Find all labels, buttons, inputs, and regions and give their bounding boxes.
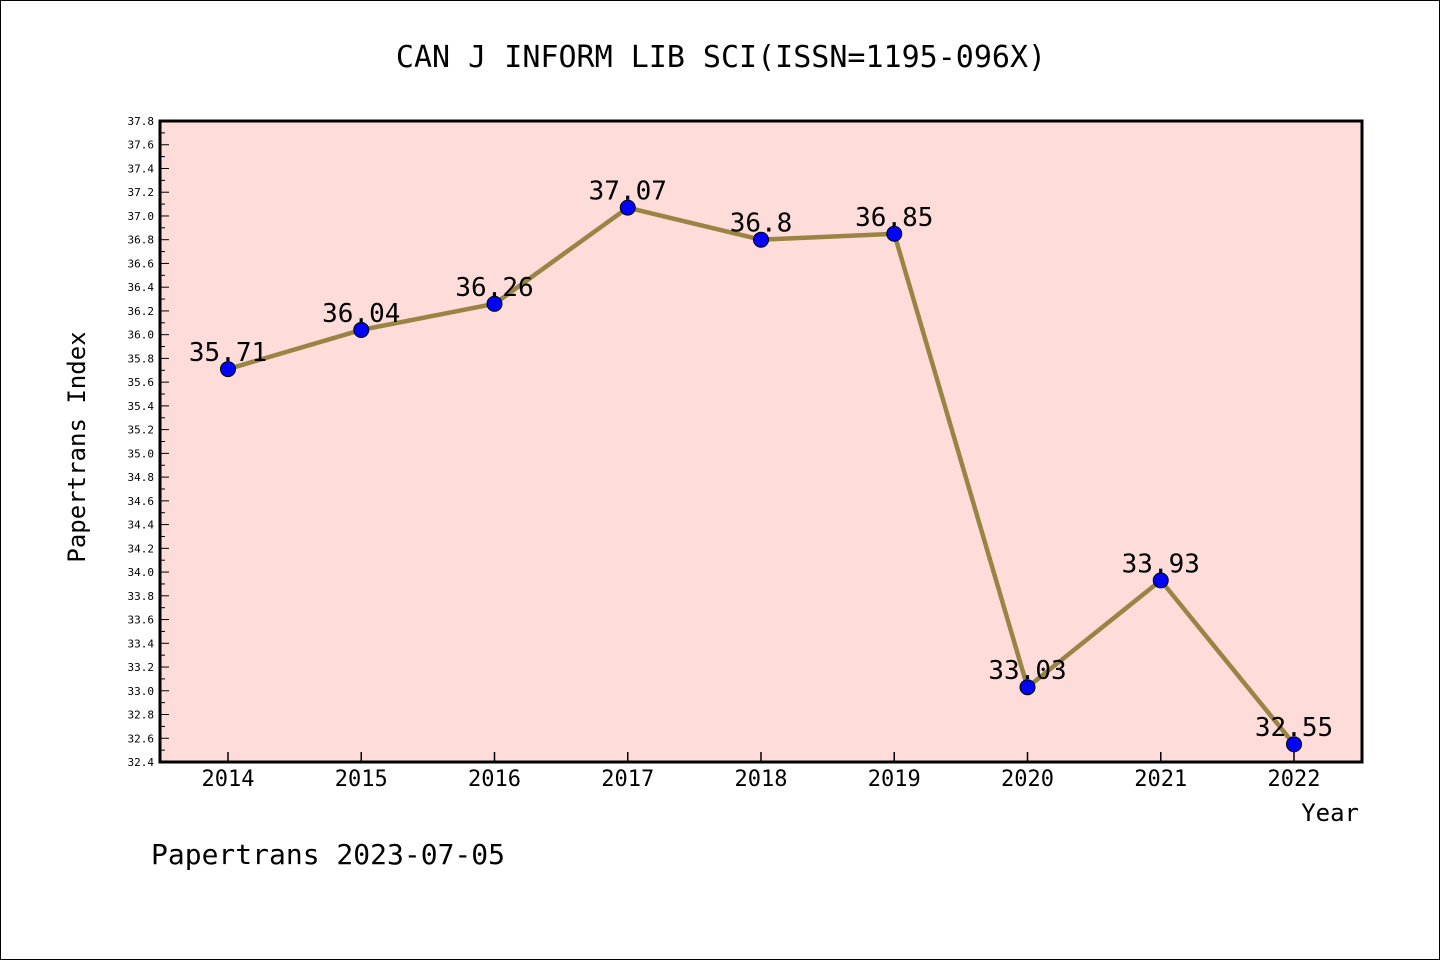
- data-point: [353, 321, 370, 338]
- x-tick-label: 2015: [335, 767, 388, 792]
- x-axis-label: Year: [1301, 799, 1359, 827]
- data-point: [220, 361, 236, 378]
- y-tick-label: 33.8: [128, 590, 155, 603]
- plot-area: [160, 121, 1362, 762]
- y-tick-label: 35.0: [128, 447, 155, 460]
- x-tick-label: 2016: [468, 767, 521, 792]
- y-tick-label: 33.4: [128, 637, 155, 650]
- y-tick-label: 36.8: [128, 234, 155, 247]
- data-label: 35.71: [189, 338, 267, 368]
- data-point: [753, 231, 769, 248]
- data-label: 36.26: [455, 273, 533, 303]
- y-tick-label: 36.6: [128, 257, 155, 270]
- y-tick-label: 33.6: [128, 614, 155, 627]
- y-tick-label: 37.6: [128, 139, 155, 152]
- data-label: 37.07: [589, 177, 667, 207]
- y-tick-label: 36.4: [128, 281, 155, 294]
- y-tick-label: 36.0: [128, 329, 155, 342]
- footer-text: Papertrans 2023-07-05: [151, 838, 505, 871]
- y-tick-label: 32.6: [128, 732, 155, 745]
- y-tick-label: 34.2: [128, 542, 155, 555]
- data-point: [1286, 736, 1302, 753]
- y-axis-label: Papertrans Index: [63, 331, 91, 562]
- y-axis-ticks: 32.4 32.6 32.8 33.0 33.2 33.4 33.6 33.8 34.0 34.2…: [128, 115, 169, 769]
- y-tick-label: 37.4: [128, 162, 155, 175]
- y-tick-label: 36.2: [128, 305, 155, 318]
- chart-title: CAN J INFORM LIB SCI(ISSN=1195-096X): [396, 40, 1046, 75]
- x-tick-label: 2018: [735, 767, 788, 792]
- y-tick-label: 33.0: [128, 685, 155, 698]
- data-labels: 35.71 36.04 36.26 37.07 36.8 36.85 33.03 33.93 3…: [189, 177, 1333, 744]
- x-tick-label: 2014: [202, 767, 255, 792]
- y-tick-label: 37.8: [128, 115, 155, 128]
- y-tick-label: 34.4: [128, 519, 155, 532]
- data-point: [1152, 572, 1169, 589]
- data-label: 33.03: [988, 656, 1066, 686]
- y-tick-label: 37.0: [128, 210, 155, 223]
- y-tick-label: 35.4: [128, 400, 155, 413]
- y-tick-label: 34.8: [128, 471, 155, 484]
- y-tick-label: 33.2: [128, 661, 155, 674]
- x-tick-label: 2022: [1268, 767, 1321, 792]
- data-point: [1019, 679, 1036, 696]
- data-point: [886, 225, 903, 242]
- data-label: 36.04: [322, 299, 400, 329]
- y-tick-label: 37.2: [128, 186, 155, 199]
- y-tick-label: 34.0: [128, 566, 155, 579]
- data-label: 32.55: [1255, 713, 1333, 743]
- y-tick-label: 32.8: [128, 709, 155, 722]
- x-tick-label: 2020: [1001, 767, 1054, 792]
- data-label: 33.93: [1122, 549, 1200, 579]
- y-tick-label: 32.4: [128, 756, 155, 769]
- x-tick-label: 2019: [868, 767, 921, 792]
- data-label: 36.8: [730, 209, 793, 239]
- plot-border: [158, 119, 1364, 764]
- data-point: [486, 295, 503, 312]
- y-tick-label: 35.8: [128, 352, 155, 365]
- data-point: [619, 199, 636, 216]
- y-tick-label: 34.6: [128, 495, 155, 508]
- y-tick-label: 35.6: [128, 376, 155, 389]
- data-label: 36.85: [855, 203, 933, 233]
- y-tick-label: 35.2: [128, 424, 155, 437]
- x-tick-label: 2017: [601, 767, 654, 792]
- data-markers: [220, 199, 1302, 753]
- x-tick-label: 2021: [1134, 767, 1187, 792]
- x-axis-ticks: 2014 2015 2016 2017 2018 2019 2020 2021 2022: [202, 752, 1321, 792]
